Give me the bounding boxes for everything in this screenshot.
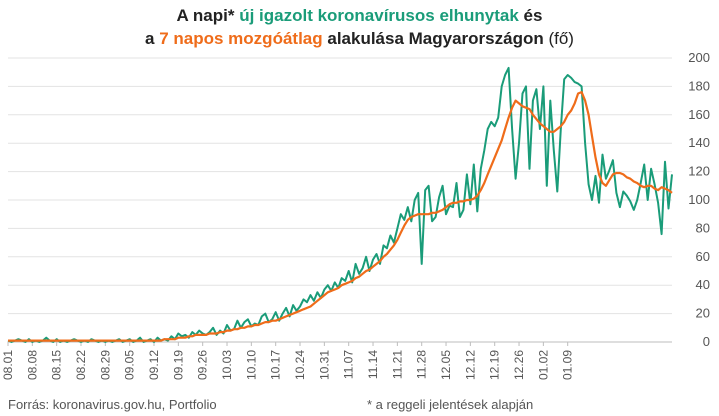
title-daily-label: új igazolt koronavírusos elhunytak — [239, 6, 519, 25]
y-tick-label: 120 — [688, 164, 710, 179]
x-tick-label: 01.02 — [536, 350, 550, 380]
x-tick-label: 09.19 — [171, 350, 185, 380]
x-tick-label: 08.15 — [50, 350, 64, 380]
x-tick-label: 12.19 — [488, 350, 502, 380]
y-tick-label: 40 — [696, 277, 710, 292]
title-line-1: A napi* új igazolt koronavírusos elhunyt… — [0, 4, 719, 27]
y-tick-label: 100 — [688, 192, 710, 207]
x-tick-label: 10.24 — [293, 350, 307, 380]
title-average-label: 7 napos mozgóátlag — [159, 29, 323, 48]
title-text-1b: és — [518, 6, 543, 25]
x-tick-label: 11.28 — [415, 350, 429, 379]
title-line-2: a 7 napos mozgóátlag alakulása Magyarors… — [0, 27, 719, 50]
series-line-7day-average — [8, 91, 673, 342]
title-text-2b: alakulása Magyarországon — [322, 29, 544, 48]
x-tick-label: 12.12 — [463, 350, 477, 380]
source-note: Forrás: koronavirus.gov.hu, Portfolio — [8, 397, 217, 412]
y-tick-label: 160 — [688, 107, 710, 122]
x-tick-label: 10.31 — [317, 350, 331, 380]
x-tick-label: 09.26 — [196, 350, 210, 380]
x-tick-label: 12.05 — [439, 350, 453, 380]
gridlines — [8, 57, 672, 343]
series-line-daily-deaths — [7, 66, 673, 343]
x-axis: 08.01 08.08 08.15 08.22 08.29 09.05 09.12 09.19… — [1, 342, 575, 380]
title-text-1a: A napi* — [176, 6, 240, 25]
x-tick-label: 01.09 — [561, 350, 575, 380]
x-tick-label: 09.05 — [123, 350, 137, 380]
x-tick-label: 10.17 — [269, 350, 283, 380]
x-tick-label: 11.07 — [342, 350, 356, 379]
y-tick-label: 200 — [688, 50, 710, 65]
x-tick-label: 09.12 — [147, 350, 161, 380]
x-tick-label: 08.22 — [74, 350, 88, 380]
y-tick-label: 180 — [688, 78, 710, 93]
title-unit: (fő) — [543, 29, 574, 48]
x-tick-label: 10.03 — [220, 350, 234, 380]
x-tick-label: 08.01 — [1, 350, 15, 380]
chart-title: A napi* új igazolt koronavírusos elhunyt… — [0, 4, 719, 50]
x-tick-label: 11.14 — [366, 350, 380, 379]
y-tick-label: 60 — [696, 249, 710, 264]
x-tick-label: 08.29 — [98, 350, 112, 380]
x-tick-label: 12.26 — [512, 350, 526, 380]
y-tick-label: 80 — [696, 220, 710, 235]
x-tick-label: 08.08 — [25, 350, 39, 380]
y-tick-label: 140 — [688, 135, 710, 150]
y-tick-label: 20 — [696, 306, 710, 321]
footnote: * a reggeli jelentések alapján — [367, 397, 534, 412]
title-text-2a: a — [145, 29, 160, 48]
x-tick-label: 10.10 — [244, 350, 258, 380]
y-tick-label: 0 — [703, 334, 710, 349]
y-axis: 0 20 40 60 80 100 120 140 160 180 200 — [688, 50, 710, 349]
x-tick-label: 11.21 — [390, 350, 404, 379]
